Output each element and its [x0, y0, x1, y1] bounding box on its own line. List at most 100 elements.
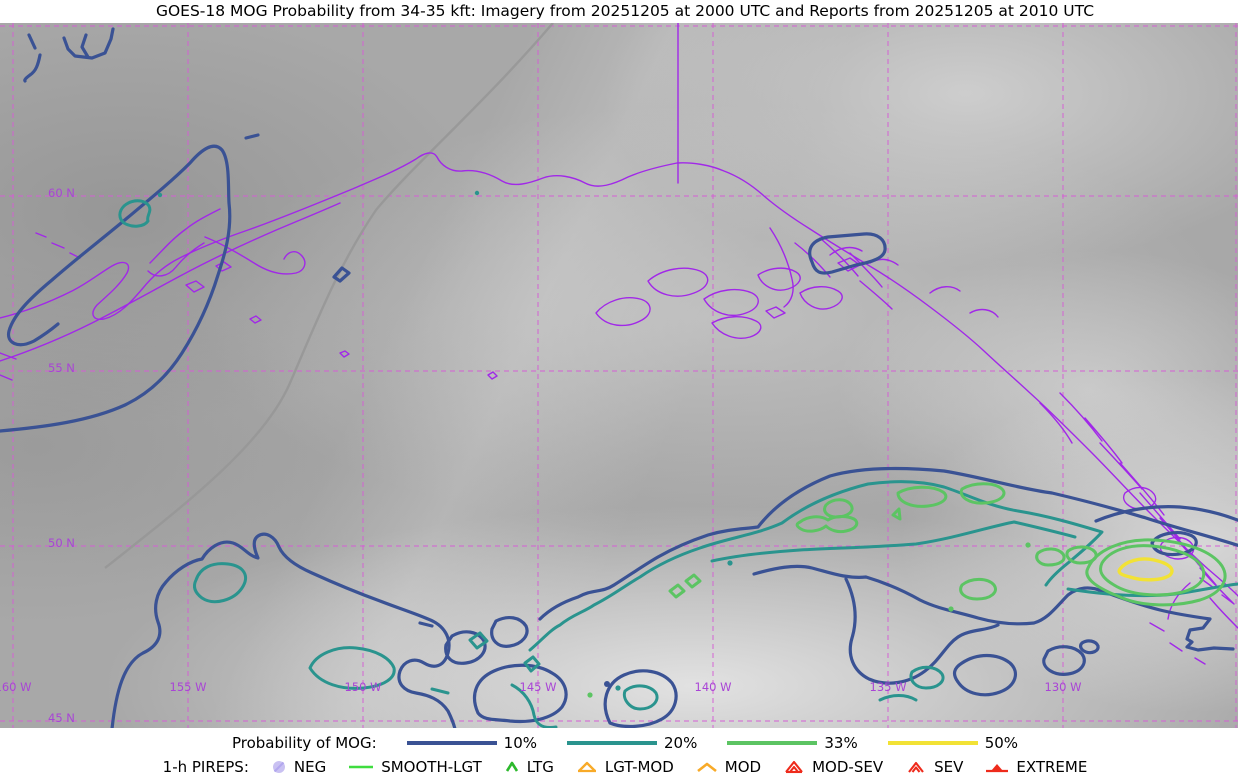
contour-20pct [622, 684, 659, 711]
mod-sev-label: MOD-SEV [812, 757, 884, 776]
probability-legend-title: Probability of MOG: [231, 733, 377, 752]
small-islets [0, 232, 498, 381]
contour-10pct [444, 630, 487, 665]
graphic-title: GOES-18 MOG Probability from 34-35 kft: … [155, 2, 1095, 20]
longitude-label: 145 W [520, 680, 557, 694]
legend-item-mod: MOD [696, 758, 761, 776]
satellite-map: 60 N 55 N 50 N 45 N 160 W 155 W 150 W 14… [0, 23, 1238, 728]
longitude-label: 150 W [345, 680, 382, 694]
contour-50pct-group [1117, 557, 1174, 582]
contour-33pct-dot [587, 692, 593, 698]
contour-20pct [878, 694, 918, 702]
contour-33pct-dot [1025, 542, 1031, 548]
latitude-label: 45 N [48, 711, 75, 725]
mod-caret-icon [696, 760, 718, 773]
ltg-caret-icon [504, 760, 520, 773]
legend-item-33pct: 33% [727, 733, 858, 752]
contour-10pct [23, 53, 42, 83]
contour-10pct [332, 266, 351, 283]
cook-inlet-shoreline [147, 208, 306, 277]
kodiak-island-group [595, 257, 861, 339]
contour-10pct [490, 615, 529, 648]
prob-50pct-line-swatch [887, 740, 978, 745]
alaska-peninsula-south-coast [0, 202, 341, 362]
latlon-grid [0, 23, 1238, 728]
contour-10pct [1094, 505, 1238, 523]
legend-item-lgt-mod: LGT-MOD [576, 758, 674, 776]
legend-item-smooth-lgt: SMOOTH-LGT [348, 758, 482, 776]
contour-33pct [795, 515, 859, 534]
contour-20pct-dot [474, 190, 480, 196]
contour-20pct [510, 683, 558, 728]
contour-10pct [62, 27, 115, 60]
map-overlay-svg: 60 N 55 N 50 N 45 N 160 W 155 W 150 W 14… [0, 23, 1238, 728]
contour-33pct-dot [948, 606, 954, 612]
prob-10pct-line-swatch [406, 740, 497, 745]
contour-10pct-dot [604, 681, 610, 687]
contour-33pct-inner-ring [1099, 544, 1206, 597]
contour-10pct [27, 33, 37, 50]
lgt-mod-label: LGT-MOD [604, 757, 674, 776]
prob-50pct-label: 50% [984, 733, 1019, 752]
prob-20pct-label: 20% [664, 733, 698, 752]
contour-20pct [118, 199, 152, 228]
probability-legend: Probability of MOG: 10% 20% 33% 50% [0, 731, 1250, 754]
prob-33pct-line-swatch [727, 740, 818, 745]
contour-10pct [1150, 531, 1198, 557]
contour-33pct [684, 573, 702, 589]
ltg-label: LTG [526, 757, 554, 776]
contour-33pct-outer-ring [1085, 538, 1227, 607]
contour-33pct-group [587, 482, 1227, 698]
contour-10pct-right-outer [538, 466, 1238, 621]
contour-10pct [1079, 639, 1100, 655]
legend-item-mod-sev: MOD-SEV [783, 758, 883, 776]
grid-labels: 60 N 55 N 50 N 45 N 160 W 155 W 150 W 14… [0, 186, 1081, 725]
latitude-label: 50 N [48, 536, 75, 550]
prob-20pct-line-swatch [567, 740, 658, 745]
prob-10pct-label: 10% [503, 733, 538, 752]
legend-item-10pct: 10% [406, 733, 538, 752]
neg-label: NEG [293, 757, 327, 776]
contour-10pct [244, 133, 260, 140]
contour-10pct [0, 144, 232, 433]
sev-label: SEV [934, 757, 964, 776]
extreme-filled-triangle-icon [985, 761, 1009, 773]
prob-33pct-label: 33% [824, 733, 858, 752]
contour-10pct [472, 663, 568, 724]
legend-item-extreme: EXTREME [985, 758, 1087, 776]
satellite-seam-line [104, 23, 554, 569]
contour-20pct [523, 655, 541, 673]
contour-10pct [418, 621, 434, 628]
mod-sev-double-caret-base-icon [783, 760, 805, 774]
lgt-mod-triangle-icon [576, 760, 598, 773]
contour-20pct [308, 646, 396, 690]
longitude-label: 135 W [870, 680, 907, 694]
latitude-label: 55 N [48, 361, 75, 375]
contour-20pct-diagonal [528, 480, 1104, 652]
coastline-group [0, 23, 1238, 665]
contour-20pct [468, 631, 489, 650]
contour-20pct [192, 562, 247, 604]
contour-10pct-right-lower [752, 564, 1235, 652]
contour-33pct [896, 485, 948, 508]
contour-20pct-dot [615, 685, 621, 691]
legend-item-neg: NEG [271, 758, 326, 776]
longitude-label: 155 W [170, 680, 207, 694]
legend-item-20pct: 20% [567, 734, 697, 752]
contour-50pct [1117, 557, 1174, 582]
contour-10pct [844, 577, 1000, 685]
contour-20pct-dot [157, 192, 163, 198]
mod-label: MOD [724, 757, 762, 776]
longitude-label: 160 W [0, 680, 31, 694]
contour-33pct [668, 583, 686, 599]
contour-33pct [959, 577, 997, 601]
contour-33pct [959, 482, 1006, 505]
legend-item-ltg: LTG [504, 758, 554, 776]
contour-10pct-bottom-left [110, 532, 457, 728]
contour-33pct [823, 498, 854, 519]
longitude-label: 140 W [695, 680, 732, 694]
contour-10pct-juneau-box [808, 232, 887, 275]
pireps-legend-title: 1-h PIREPS: [162, 757, 249, 776]
contour-10pct [80, 33, 90, 59]
sev-double-caret-icon [905, 760, 927, 774]
